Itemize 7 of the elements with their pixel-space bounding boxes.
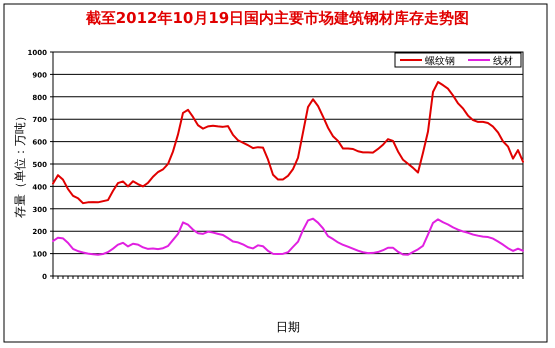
legend-label: 线材 xyxy=(493,55,513,67)
legend-label: 螺纹钢 xyxy=(425,55,455,67)
line-series xyxy=(52,218,524,256)
x-axis-title: 日期 xyxy=(276,320,300,334)
line-series xyxy=(52,81,524,204)
chart-title: 截至2012年10月19日国内主要市场建筑钢材库存走势图 xyxy=(84,9,470,27)
y-axis-title: 存量（单位：万吨） xyxy=(13,110,27,218)
